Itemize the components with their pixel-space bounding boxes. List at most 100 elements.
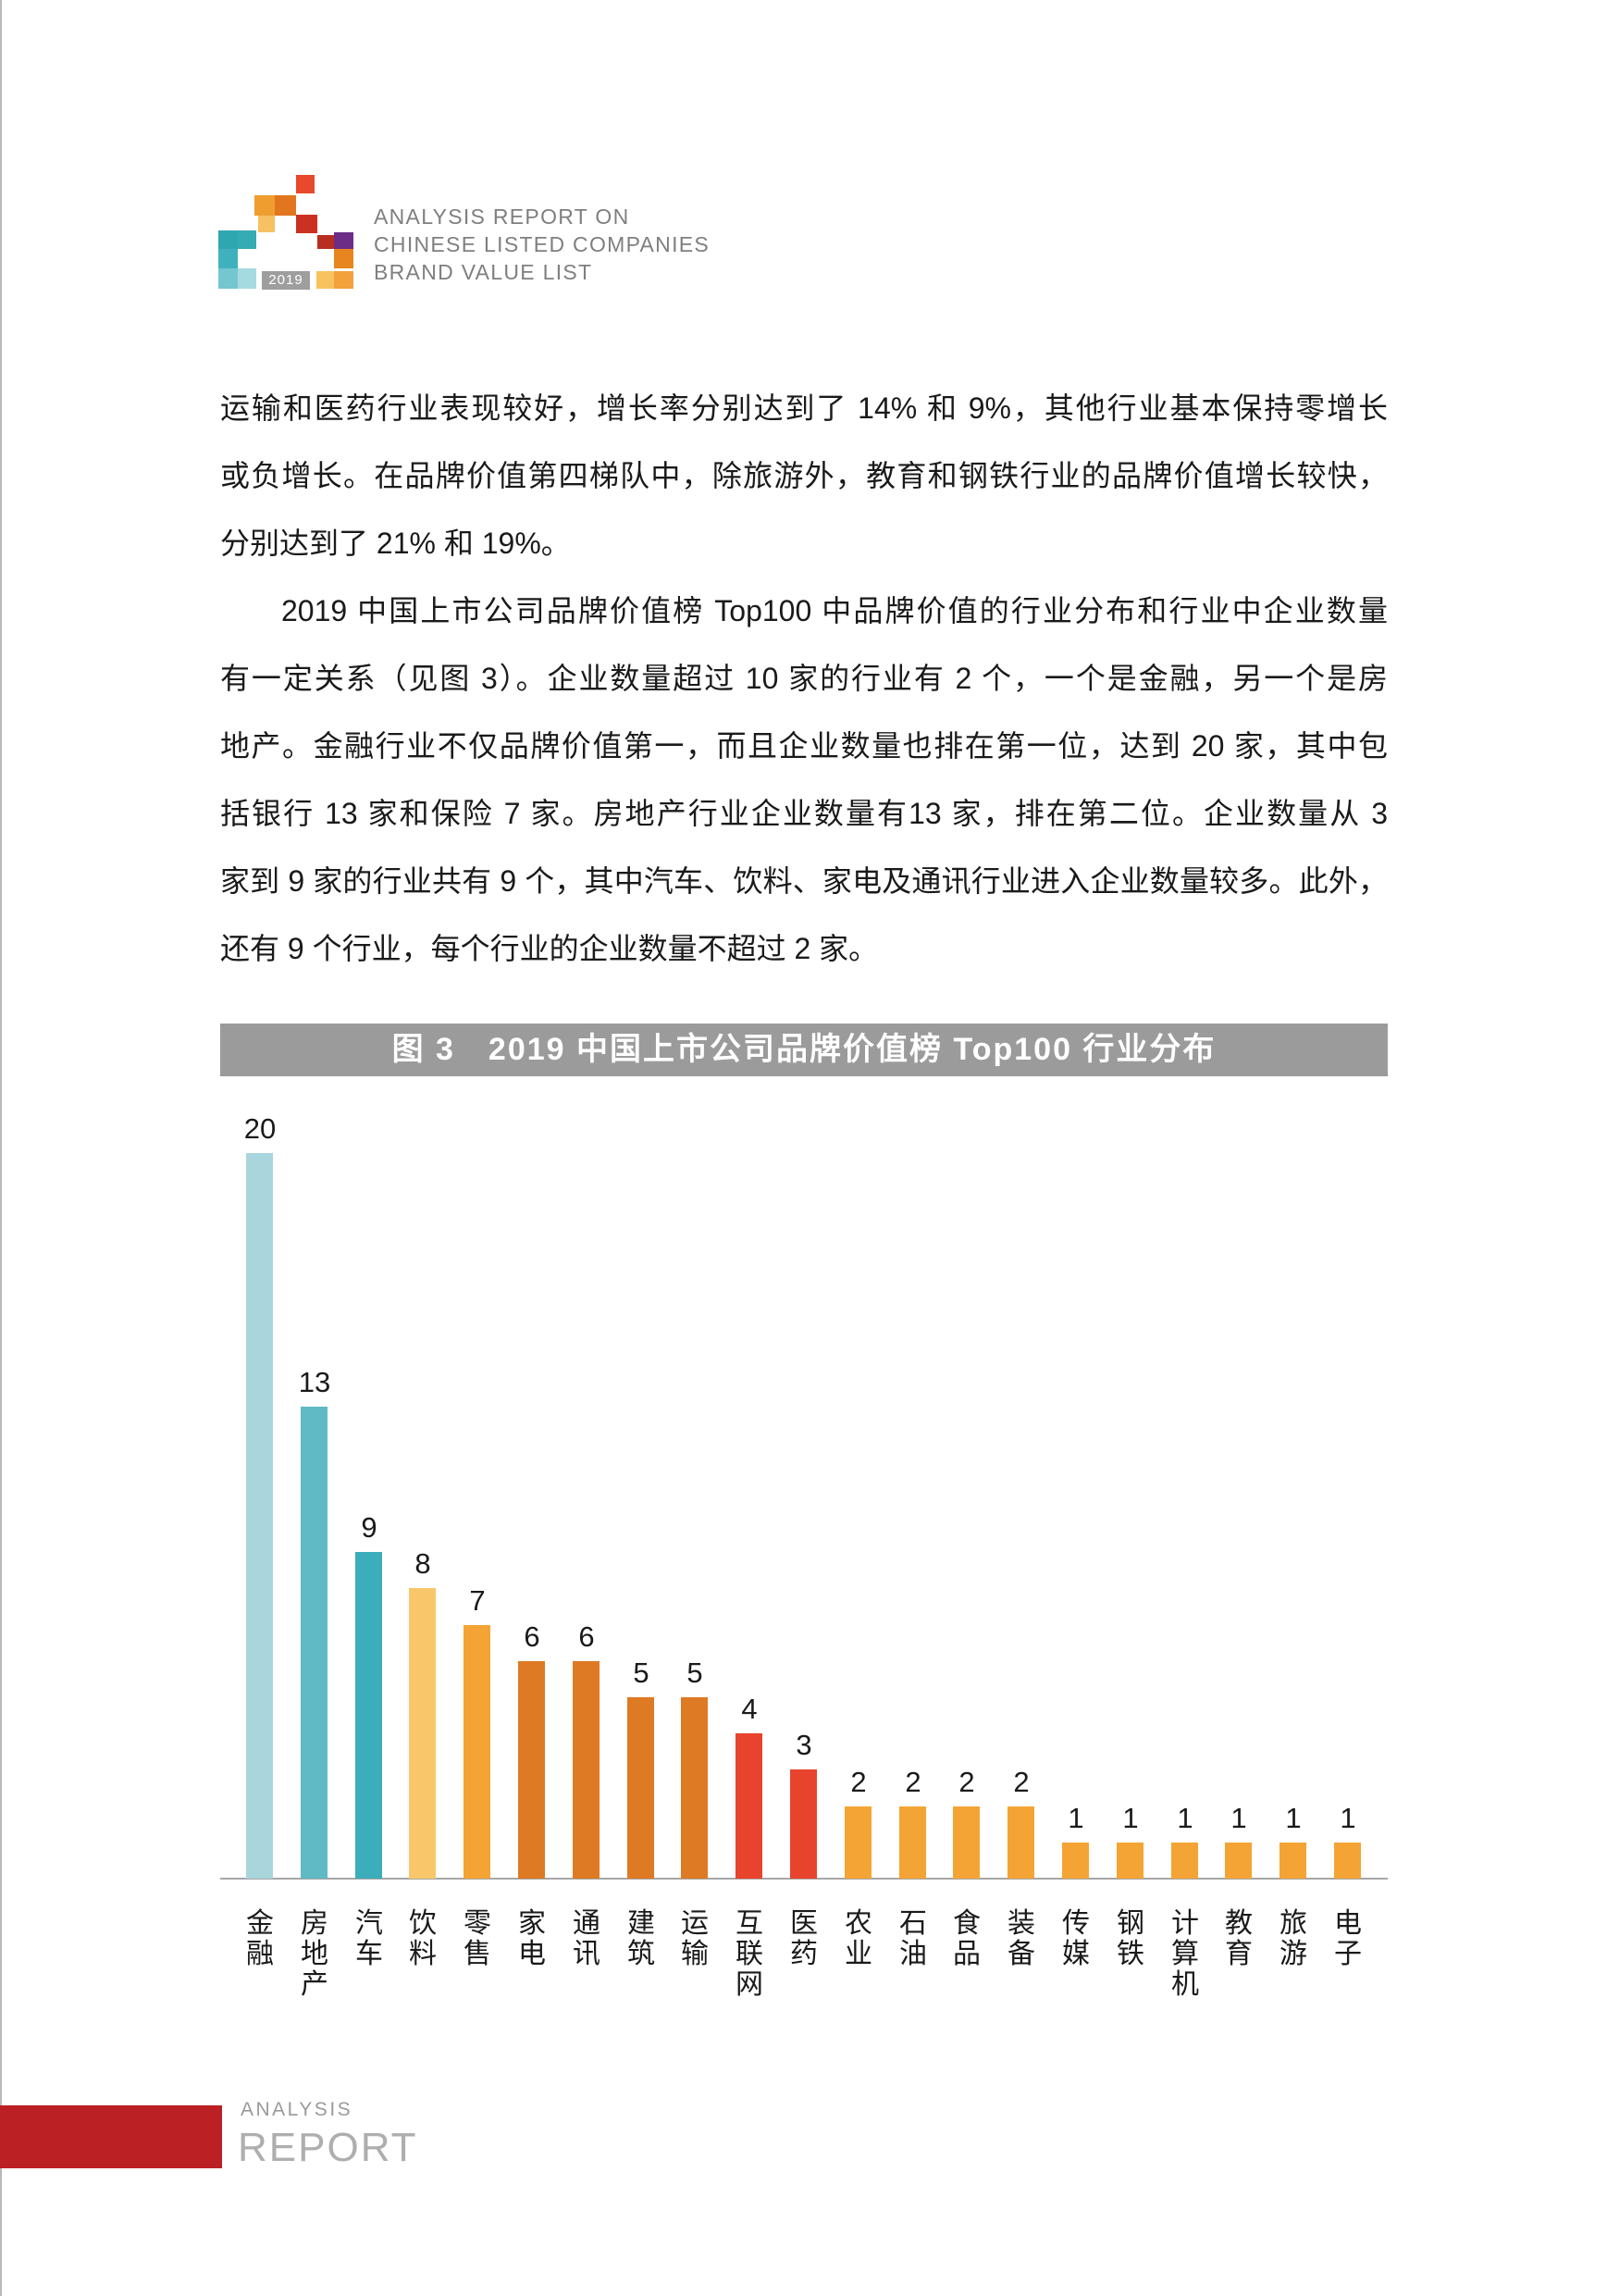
bar-category-label: 零售 <box>464 1908 491 1969</box>
bar-category-label: 电子 <box>1334 1908 1362 1969</box>
bar-value-label: 1 <box>1340 1802 1356 1834</box>
bar <box>573 1661 600 1879</box>
bar-value-label: 1 <box>1122 1802 1139 1834</box>
bar <box>355 1552 382 1879</box>
bar-category-label: 石油 <box>899 1908 927 1969</box>
paragraph-line: 分别达到了 21% 和 19%。 <box>220 527 571 560</box>
logo-square <box>334 249 353 268</box>
bar <box>681 1697 708 1879</box>
bar-value-label: 8 <box>414 1547 431 1580</box>
bar-value-label: 5 <box>633 1657 649 1689</box>
bar-category-label: 钢铁 <box>1117 1908 1144 1969</box>
bar <box>1007 1806 1034 1879</box>
page-left-edge <box>0 0 2 2296</box>
bar <box>845 1806 871 1879</box>
bar-category-label: 房地产 <box>301 1908 328 2000</box>
bar <box>1117 1843 1143 1879</box>
bar-category-label: 金融 <box>246 1908 274 1969</box>
bar-category-label: 通讯 <box>573 1908 600 1969</box>
bar-category-label: 农业 <box>845 1908 872 1969</box>
logo-square <box>317 235 334 249</box>
logo-square <box>334 271 353 289</box>
paragraph-line: 还有 9 个行业，每个行业的企业数量不超过 2 家。 <box>220 932 879 965</box>
bar-category-label: 教育 <box>1225 1908 1253 1969</box>
logo-square <box>218 230 238 249</box>
bar-category-label: 互联网 <box>736 1908 763 2000</box>
bar <box>246 1153 273 1879</box>
bar-chart: 20 金融 13 房地产 9 汽车 8 饮料 7 零售 6 家电 6 通讯 5 建筑 5 运输 4 互联网 3 医药 2 农业… <box>220 1076 1388 2011</box>
bar-value-label: 4 <box>741 1693 758 1725</box>
figure-title-bar: 图 3 2019 中国上市公司品牌价值榜 Top100 行业分布 <box>220 1024 1388 1076</box>
bar <box>953 1806 980 1879</box>
bar <box>464 1625 490 1879</box>
bar <box>518 1661 545 1879</box>
bar-category-label: 装备 <box>1007 1908 1035 1969</box>
header-title: ANALYSIS REPORT ON CHINESE LISTED COMPAN… <box>374 203 710 286</box>
logo-square <box>254 195 275 216</box>
bar-category-label: 计算机 <box>1171 1908 1199 2000</box>
bar-value-label: 6 <box>524 1620 540 1653</box>
bar <box>301 1407 328 1879</box>
bar-value-label: 13 <box>298 1366 331 1398</box>
bar <box>1171 1843 1198 1879</box>
logo-square <box>296 215 317 233</box>
bar-category-label: 汽车 <box>355 1908 383 1969</box>
bar-value-label: 1 <box>1285 1802 1302 1834</box>
bar-category-label: 饮料 <box>409 1908 437 1969</box>
logo-square <box>258 216 275 232</box>
bar <box>790 1769 817 1879</box>
bar <box>627 1697 654 1879</box>
header-title-line: CHINESE LISTED COMPANIES <box>374 232 711 256</box>
bar-value-label: 7 <box>469 1584 486 1617</box>
paragraph-line: 家到 9 家的行业共有 9 个，其中汽车、饮料、家电及通讯行业进入企业数量较多。… <box>220 864 1388 898</box>
footer-accent-block <box>0 2105 222 2168</box>
bar-value-label: 2 <box>905 1766 921 1798</box>
paragraph: 2019 中国上市公司品牌价值榜 Top100 中品牌价值的行业分布和行业中企业… <box>220 577 1388 983</box>
paragraph-line: 括银行 13 家和保险 7 家。房地产行业企业数量有13 家，排在第二位。企业数… <box>220 797 1388 830</box>
logo-square <box>334 232 353 249</box>
logo-year-badge: 2019 <box>262 271 310 290</box>
footer-label-bottom: REPORT <box>238 2125 418 2170</box>
paragraph-line: 2019 中国上市公司品牌价值榜 Top100 中品牌价值的行业分布和行业中企业… <box>281 594 1388 627</box>
bar-category-label: 建筑 <box>627 1908 655 1969</box>
bar <box>1062 1843 1089 1879</box>
header-title-line: ANALYSIS REPORT ON <box>374 205 630 229</box>
bar <box>736 1733 762 1879</box>
header-title-line: BRAND VALUE LIST <box>374 260 593 284</box>
bar-category-label: 医药 <box>790 1908 818 1969</box>
footer-label-top: ANALYSIS <box>241 2099 353 2120</box>
bar-category-label: 旅游 <box>1279 1908 1307 1969</box>
bar-value-label: 1 <box>1230 1802 1247 1834</box>
bar <box>899 1806 926 1879</box>
paragraph-line: 或负增长。在品牌价值第四梯队中，除旅游外，教育和钢铁行业的品牌价值增长较快， <box>220 459 1388 492</box>
bar <box>1334 1843 1361 1879</box>
bar-value-label: 6 <box>578 1620 595 1653</box>
chart-axis-line <box>220 1878 1388 1880</box>
bar-value-label: 20 <box>243 1112 277 1145</box>
bar-category-label: 家电 <box>518 1908 546 1969</box>
bar-value-label: 2 <box>1013 1766 1030 1798</box>
bar-value-label: 2 <box>850 1766 867 1798</box>
paragraph-line: 运输和医药行业表现较好，增长率分别达到了 14% 和 9%，其他行业基本保持零增… <box>220 391 1388 425</box>
brand-logo: 2019 <box>218 175 353 290</box>
bar-category-label: 运输 <box>681 1908 709 1969</box>
paragraph-line: 有一定关系（见图 3）。企业数量超过 10 家的行业有 2 个，一个是金融，另一… <box>220 662 1388 695</box>
bar-category-label: 传媒 <box>1062 1908 1090 1969</box>
bar-value-label: 3 <box>796 1729 812 1761</box>
bar <box>1225 1843 1252 1879</box>
paragraph-line: 地产。金融行业不仅品牌价值第一，而且企业数量也排在第一位，达到 20 家，其中包 <box>220 729 1388 763</box>
bar-value-label: 1 <box>1068 1802 1084 1834</box>
bar <box>1279 1843 1306 1879</box>
logo-square <box>218 249 238 268</box>
bar-value-label: 2 <box>958 1766 975 1798</box>
bar-category-label: 食品 <box>953 1908 981 1969</box>
bar <box>409 1588 436 1879</box>
body-paragraphs: 运输和医药行业表现较好，增长率分别达到了 14% 和 9%，其他行业基本保持零增… <box>220 375 1388 983</box>
bar-value-label: 5 <box>686 1657 703 1689</box>
logo-square <box>275 195 296 216</box>
paragraph: 运输和医药行业表现较好，增长率分别达到了 14% 和 9%，其他行业基本保持零增… <box>220 375 1388 577</box>
bar-value-label: 1 <box>1177 1802 1193 1834</box>
logo-square <box>238 268 256 289</box>
logo-square <box>316 271 334 289</box>
